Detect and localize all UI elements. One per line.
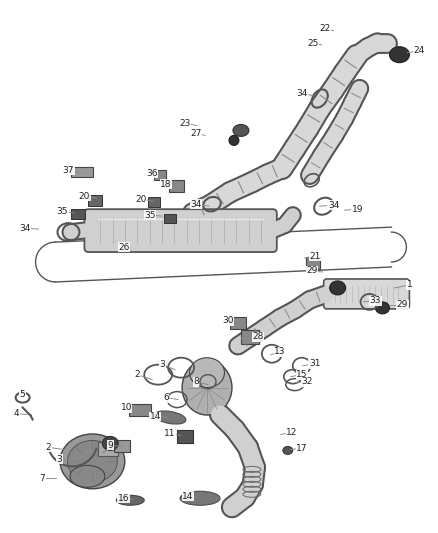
Ellipse shape — [155, 411, 186, 424]
Ellipse shape — [117, 495, 144, 505]
Ellipse shape — [70, 465, 105, 487]
Bar — [114, 440, 130, 453]
Text: 29: 29 — [306, 266, 318, 276]
Text: 14: 14 — [149, 412, 161, 421]
Text: 9: 9 — [107, 441, 113, 450]
Bar — [88, 195, 102, 206]
Ellipse shape — [233, 124, 249, 136]
Text: 24: 24 — [414, 46, 425, 55]
Text: 36: 36 — [146, 169, 158, 178]
Text: 35: 35 — [145, 211, 156, 220]
Text: 30: 30 — [222, 316, 234, 325]
Text: 33: 33 — [370, 296, 381, 305]
Text: 19: 19 — [352, 205, 363, 214]
Text: 17: 17 — [296, 444, 307, 453]
Text: 23: 23 — [180, 119, 191, 128]
Bar — [169, 180, 184, 192]
Ellipse shape — [229, 135, 239, 146]
Ellipse shape — [182, 360, 232, 415]
Text: 10: 10 — [120, 403, 132, 412]
Ellipse shape — [283, 447, 293, 455]
Bar — [164, 214, 176, 223]
Bar — [154, 171, 166, 180]
Text: 37: 37 — [63, 166, 74, 175]
Text: 34: 34 — [191, 200, 202, 209]
Text: 35: 35 — [57, 207, 68, 216]
Bar — [230, 317, 246, 329]
Bar — [148, 197, 160, 207]
Text: 13: 13 — [274, 347, 286, 356]
Bar — [71, 167, 93, 177]
Text: 14: 14 — [182, 492, 194, 501]
Text: 5: 5 — [20, 390, 25, 399]
Text: 18: 18 — [160, 180, 172, 189]
Bar — [177, 430, 193, 443]
Ellipse shape — [330, 281, 346, 295]
Text: 20: 20 — [135, 195, 147, 204]
Ellipse shape — [67, 440, 117, 482]
Ellipse shape — [180, 491, 220, 505]
Ellipse shape — [375, 302, 389, 314]
Text: 22: 22 — [319, 25, 330, 33]
Text: 8: 8 — [193, 377, 199, 386]
Bar — [71, 209, 85, 219]
Text: 2: 2 — [134, 370, 140, 379]
Text: 20: 20 — [79, 192, 90, 201]
Text: 29: 29 — [397, 301, 408, 309]
Text: 16: 16 — [117, 494, 129, 503]
Bar — [241, 330, 259, 344]
Text: 6: 6 — [163, 393, 169, 402]
Text: 21: 21 — [309, 252, 320, 261]
Text: 3: 3 — [159, 360, 165, 369]
Text: 26: 26 — [119, 243, 130, 252]
Bar — [129, 403, 151, 416]
FancyBboxPatch shape — [85, 209, 277, 252]
Bar — [99, 442, 118, 456]
Text: 25: 25 — [307, 39, 318, 48]
Text: 32: 32 — [301, 377, 312, 386]
Ellipse shape — [389, 47, 410, 63]
Text: 34: 34 — [19, 224, 30, 232]
Text: 27: 27 — [191, 129, 202, 138]
Text: 34: 34 — [296, 89, 307, 98]
Text: 11: 11 — [164, 429, 176, 438]
Text: 2: 2 — [46, 443, 51, 452]
Text: 28: 28 — [252, 332, 264, 341]
FancyBboxPatch shape — [324, 279, 410, 309]
Bar — [306, 257, 320, 269]
Ellipse shape — [102, 437, 118, 450]
Text: 15: 15 — [296, 370, 307, 379]
Text: 4: 4 — [14, 409, 19, 418]
Text: 3: 3 — [57, 455, 62, 464]
Ellipse shape — [190, 358, 225, 387]
Text: 34: 34 — [328, 201, 339, 209]
Text: 7: 7 — [40, 474, 46, 483]
Text: 1: 1 — [406, 280, 412, 289]
Text: 12: 12 — [286, 428, 297, 437]
Text: 31: 31 — [309, 359, 321, 368]
Ellipse shape — [60, 434, 125, 489]
